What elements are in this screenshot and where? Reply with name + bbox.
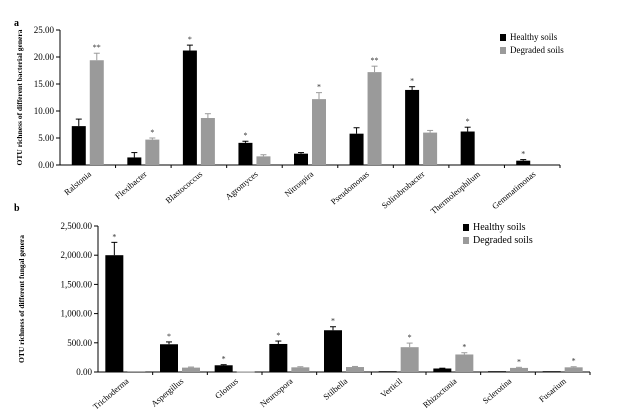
- panel-b-fungal-chart: b 0.00 500.00 1,000.00 1,500.00 2,000.00 2,500…: [14, 203, 591, 410]
- panel-a-legend-swatch: [500, 47, 506, 54]
- panel-b-significance-mark: *: [222, 355, 226, 364]
- panel-a-significance-mark: *: [410, 77, 414, 86]
- panel-b-significance-mark: *: [572, 357, 576, 366]
- panel-a-significance-mark: *: [466, 117, 470, 126]
- panel-a-y-tick-label: 5.00: [38, 133, 54, 143]
- panel-a-category-label: Flexibacter: [113, 169, 149, 201]
- panel-a-category-label: Agromyces: [223, 169, 259, 202]
- panel-b-bar-healthy: [433, 368, 452, 372]
- panel-b-category-label: Fusarium: [537, 376, 568, 405]
- panel-a-bar-healthy: [71, 126, 86, 165]
- panel-b-y-tick-label: 500.00: [67, 338, 92, 348]
- panel-a-bar-degraded: [367, 72, 382, 165]
- panel-b-legend-label: Degraded soils: [473, 235, 533, 246]
- panel-a-category-label: Thermoleophilum: [428, 169, 482, 216]
- panel-a-bar-degraded: [89, 60, 104, 165]
- panel-a-significance-mark: **: [371, 56, 379, 65]
- panel-b-legend-swatch: [463, 237, 469, 244]
- panel-b-y-tick-label: 2,500.00: [61, 221, 93, 231]
- panel-a-legend-swatch: [500, 34, 506, 41]
- panel-a-bar-healthy: [460, 131, 475, 165]
- panel-a-significance-mark: *: [243, 131, 247, 140]
- panel-b-bar-degraded: [400, 347, 419, 372]
- panel-a-bar-healthy: [516, 160, 531, 165]
- panel-b-bar-healthy: [324, 330, 342, 372]
- panel-a-y-axis-title: OTU richness of different bacterial gene…: [15, 29, 24, 165]
- panel-a-category-label: Blastococcus: [163, 169, 204, 205]
- panel-b-category-label: Verticil: [378, 375, 404, 399]
- panel-a-bar-degraded: [200, 118, 215, 165]
- panel-b-significance-mark: *: [167, 332, 171, 341]
- panel-b-category-label: Trichoderma: [91, 376, 131, 410]
- panel-a-y-tick-label: 20.00: [34, 52, 55, 62]
- panel-b-category-label: Rhizoctonia: [421, 376, 459, 410]
- panel-a-category-label: Nitrospira: [282, 169, 315, 199]
- panel-b-bar-degraded: [346, 367, 364, 372]
- panel-b-y-tick-label: 1,500.00: [61, 279, 93, 289]
- panel-b-bar-degraded: [510, 367, 528, 372]
- panel-a-bar-degraded: [423, 132, 438, 165]
- panel-b-bar-degraded: [564, 367, 583, 372]
- panel-b-bar-degraded: [291, 367, 310, 372]
- panel-a-bar-healthy: [238, 142, 253, 165]
- panel-a-legend-label: Healthy soils: [510, 32, 558, 42]
- panel-b-significance-mark: *: [408, 333, 412, 342]
- panel-b-bar-healthy: [160, 344, 178, 372]
- panel-a-category-label: Ralstonia: [62, 169, 93, 197]
- panel-b-bar-degraded: [455, 354, 474, 372]
- panel-a-bar-healthy: [349, 133, 364, 165]
- panel-a-bar-healthy: [294, 153, 308, 165]
- panel-b-label: b: [14, 203, 20, 214]
- panel-a-significance-mark: *: [188, 35, 192, 44]
- panel-b-y-tick-label: 0.00: [76, 367, 92, 377]
- panel-b-bar-degraded: [127, 371, 146, 372]
- panel-a-label: a: [14, 18, 19, 29]
- panel-b-category-label: Stilbella: [321, 376, 349, 402]
- panel-b-y-tick-label: 2,000.00: [61, 250, 93, 260]
- panel-b-significance-mark: *: [112, 232, 116, 241]
- panel-b-bar-healthy: [214, 365, 233, 372]
- panel-a-bar-healthy: [127, 157, 142, 165]
- panel-b-category-label: Glomus: [213, 376, 240, 401]
- panel-a-legend-label: Degraded soils: [510, 45, 564, 55]
- panel-a-y-tick-label: 15.00: [34, 79, 55, 89]
- panel-a-y-tick-label: 25.00: [34, 25, 55, 35]
- panel-a-bar-healthy: [182, 50, 197, 165]
- panel-a-bar-degraded: [312, 99, 326, 165]
- panel-b-category-label: Aspergillus: [149, 376, 185, 409]
- panel-a-significance-mark: **: [93, 43, 101, 52]
- panel-a-y-tick-label: 10.00: [34, 106, 55, 116]
- panel-b-significance-mark: *: [331, 317, 335, 326]
- panel-a-category-label: Pseudomonas: [329, 169, 371, 207]
- panel-b-bar-healthy: [269, 343, 288, 372]
- panel-b-legend-swatch: [463, 224, 469, 231]
- panel-b-category-label: Neurospora: [258, 376, 295, 409]
- panel-b-y-tick-label: 1,000.00: [61, 309, 93, 319]
- panel-b-bar-healthy: [542, 371, 561, 372]
- panel-a-significance-mark: *: [521, 150, 525, 159]
- panel-b-y-axis-title: OTU richness of different fungal genera: [17, 235, 26, 363]
- panel-b-bar-healthy: [105, 255, 124, 372]
- panel-b-significance-mark: *: [517, 357, 521, 366]
- panel-a-bar-degraded: [145, 139, 160, 165]
- panel-a-significance-mark: *: [150, 128, 154, 137]
- panel-a-bar-degraded: [256, 156, 271, 165]
- panel-b-bar-healthy: [378, 371, 397, 372]
- panel-a-category-label: Gemmatimonas: [490, 169, 538, 211]
- panel-a-significance-mark: *: [317, 83, 321, 92]
- panel-b-significance-mark: *: [462, 343, 466, 352]
- panel-b-category-label: Sclerotina: [480, 376, 513, 406]
- panel-a-category-label: Solirubrobacter: [379, 169, 426, 211]
- panel-a-bacterial-chart: a 0.00 5.00 10.00 15.00 20.00 25.00 OTU richnes…: [14, 18, 564, 216]
- panel-b-bar-degraded: [236, 371, 255, 373]
- panel-b-legend-label: Healthy soils: [473, 222, 526, 233]
- panel-b-bar-degraded: [182, 367, 200, 372]
- panel-b-significance-mark: *: [276, 331, 280, 340]
- panel-b-bar-healthy: [488, 371, 506, 372]
- panel-a-y-tick-label: 0.00: [38, 160, 54, 170]
- panel-a-bar-healthy: [405, 89, 420, 165]
